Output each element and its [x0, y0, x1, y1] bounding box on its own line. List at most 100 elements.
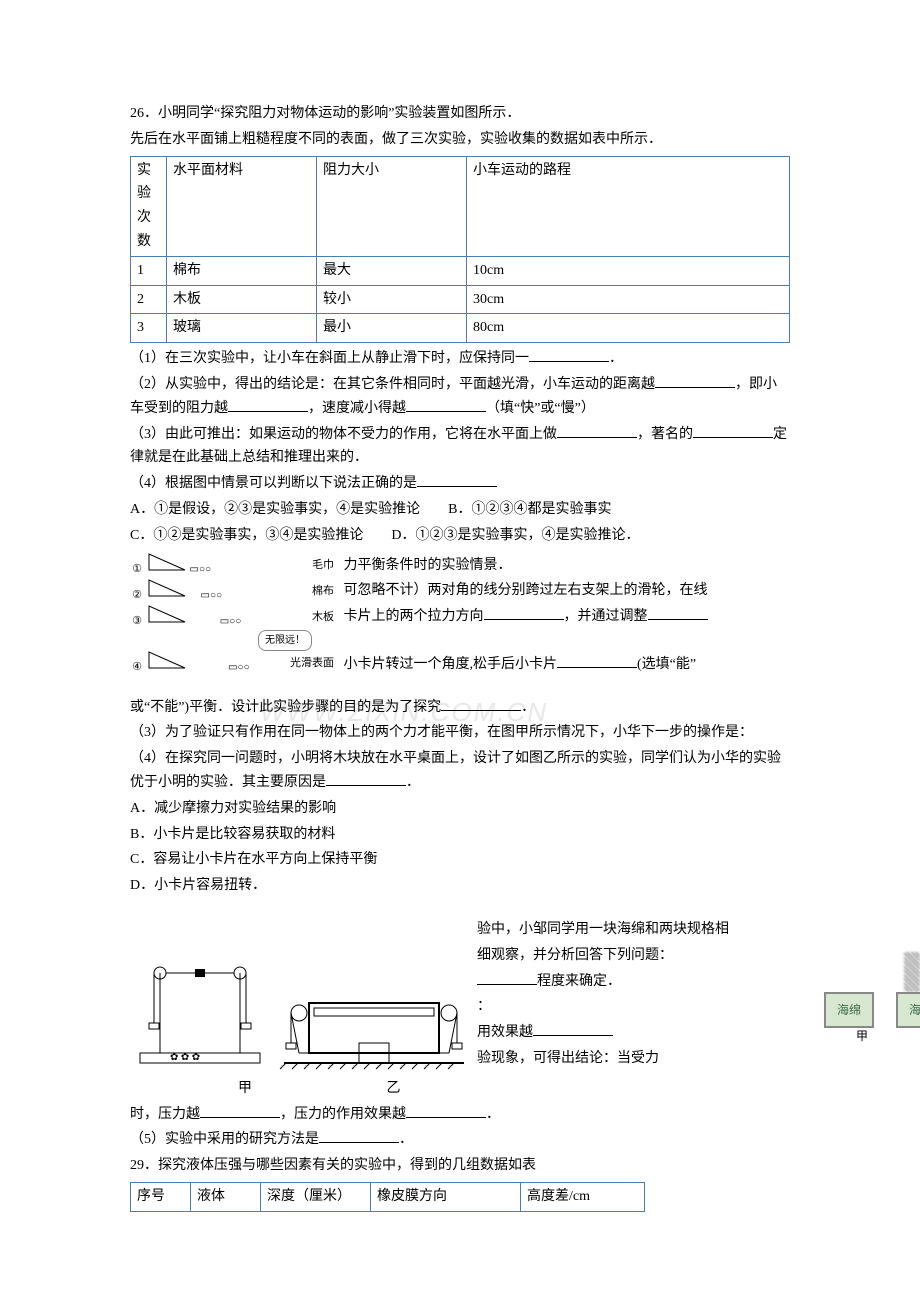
q26-intro1: 小明同学“探究阻力对物体运动的影响”实验装置如图所示． — [158, 106, 520, 121]
side-text-28: 验中，小邹同学用一块海绵和两块规格相 细观察，并分析回答下列问题： 程度来确定．… — [477, 916, 737, 1073]
blank — [417, 473, 497, 487]
apparatus-block: ✿ ✿ ✿ 验中，小邹同学用一块海绵和两块规格相 细观察，并分析回答下列问题： — [130, 916, 790, 1073]
blank — [326, 772, 406, 786]
apparatus-yi — [274, 953, 474, 1073]
q26-opts2: C．①②是实验事实，③④是实验推论 D．①②③是实验事实，④是实验推论． — [130, 524, 790, 548]
th: 序号 — [131, 1182, 191, 1211]
table-header-row: 实验次数 水平面材料 阻力大小 小车运动的路程 — [131, 156, 790, 256]
cell: 玻璃 — [167, 314, 317, 343]
q26-p6: （3）为了验证只有作用在同一物体上的两个力才能平衡，在图甲所示情况下，小华下一步… — [130, 721, 790, 745]
text: （3）由此可推出：如果运动的物体不受力的作用，它将在水平面上做 — [130, 427, 557, 442]
bubble-text: 无限远！ — [258, 630, 312, 651]
cap-yi: 乙 — [304, 1077, 484, 1101]
table-header-row: 序号 液体 深度（厘米） 橡皮膜方向 高度差/cm — [131, 1182, 645, 1211]
ramp-icon — [147, 604, 187, 624]
text: （4）根据图中情景可以判断以下说法正确的是 — [130, 476, 417, 491]
ramp-num-4: ④ — [130, 658, 144, 677]
side2: 可忽略不计）两对角的线分别跨过左右支架上的滑轮，在线 — [344, 579, 784, 603]
q26-num: 26． — [130, 106, 158, 121]
cell: 80cm — [467, 314, 790, 343]
th-0: 实验次数 — [131, 156, 167, 256]
text: ，并通过调整 — [564, 609, 648, 624]
opt-c: C．①②是实验事实，③④是实验推论 — [130, 528, 363, 543]
cell: 2 — [131, 285, 167, 314]
q29-table: 序号 液体 深度（厘米） 橡皮膜方向 高度差/cm — [130, 1182, 645, 1212]
ramp-label-1: 毛巾 — [312, 556, 334, 575]
cart-icon: ▭○○ — [190, 561, 212, 578]
text: ． — [609, 351, 623, 366]
cart-icon: ▭○○ — [228, 659, 250, 676]
opt-d2: D．小卡片容易扭转． — [130, 874, 790, 898]
table-row: 2 木板 较小 30cm — [131, 285, 790, 314]
blank — [319, 1129, 399, 1143]
blank — [406, 398, 486, 412]
text: 验现象，可得出结论：当受力 — [477, 1051, 659, 1066]
spacer — [344, 631, 784, 651]
text: ，速度减小得越 — [308, 401, 406, 416]
svg-text:✿ ✿ ✿: ✿ ✿ ✿ — [170, 1052, 200, 1063]
blank — [648, 606, 708, 620]
cell: 木板 — [167, 285, 317, 314]
th: 深度（厘米） — [261, 1182, 371, 1211]
cell: 最小 — [317, 314, 467, 343]
cell: 1 — [131, 256, 167, 285]
cell: 3 — [131, 314, 167, 343]
s1: 验中，小邹同学用一块海绵和两块规格相 — [477, 918, 737, 942]
th-1: 水平面材料 — [167, 156, 317, 256]
text: （4）在探究同一问题时，小明将木块放在水平桌面上，设计了如图乙所示的实验，同学们… — [130, 751, 781, 790]
text: （5）实验中采用的研究方法是 — [130, 1132, 319, 1147]
apparatus-jia: ✿ ✿ ✿ — [130, 953, 270, 1073]
cart-icon: ▭○○ — [201, 587, 223, 604]
ramp-icon — [147, 578, 187, 598]
blank — [655, 374, 735, 388]
ramp-figure-block: ① ▭○○ 毛巾 ② ▭○○ 棉布 ③ ▭○○ 木板 无限远！ ④ ▭○○ — [130, 552, 790, 692]
text: 可忽略不计）两对角的线分别跨过左右支架上的滑轮，在线 — [344, 583, 708, 598]
side3: 小卡片转过一个角度,松手后小卡片 (选填“能” — [344, 653, 784, 677]
s4: ： — [477, 995, 737, 1019]
q26-intro: 26．小明同学“探究阻力对物体运动的影响”实验装置如图所示． — [130, 102, 790, 126]
text: (选填“能” — [637, 657, 696, 672]
text: 用效果越 — [477, 1025, 533, 1040]
blur-edge-1 — [904, 952, 920, 992]
side2b: 卡片上的两个拉力方向 ，并通过调整 — [344, 605, 784, 629]
table-row: 1 棉布 最大 10cm — [131, 256, 790, 285]
q29-text: 探究液体压强与哪些因素有关的实验中，得到的几组数据如表 — [158, 1158, 536, 1173]
cell: 棉布 — [167, 256, 317, 285]
q29-intro: 29．探究液体压强与哪些因素有关的实验中，得到的几组数据如表 — [130, 1154, 790, 1178]
cell: 10cm — [467, 256, 790, 285]
blank — [533, 1022, 613, 1036]
text: ，著名的 — [637, 427, 693, 442]
side1: 力平衡条件时的实验情景． — [344, 554, 784, 578]
text: ． — [521, 700, 535, 715]
blank — [557, 654, 637, 668]
text: ． — [399, 1132, 413, 1147]
text: （2）从实验中，得出的结论是：在其它条件相同时，平面越光滑，小车运动的距离越 — [130, 377, 655, 392]
opt-d: D．①②③是实验事实，④是实验推论． — [391, 528, 639, 543]
q26-p5: 或“不能”)平衡．设计此实验步骤的目的是为了探究． — [130, 696, 790, 720]
ramp-label-2: 棉布 — [312, 582, 334, 601]
sponge-box-1: 海绵 — [824, 992, 874, 1028]
q26-p7: （4）在探究同一问题时，小明将木块放在水平桌面上，设计了如图乙所示的实验，同学们… — [130, 747, 790, 795]
blank — [484, 606, 564, 620]
q26-opts1: A．①是假设，②③是实验事实，④是实验推论 B．①②③④都是实验事实 — [130, 498, 790, 522]
ramp-icon — [147, 650, 187, 670]
blank — [693, 424, 773, 438]
ramp-num-1: ① — [130, 560, 144, 579]
text: （1）在三次实验中，让小车在斜面上从静止滑下时，应保持同一 — [130, 351, 529, 366]
q26-table: 实验次数 水平面材料 阻力大小 小车运动的路程 1 棉布 最大 10cm 2 木… — [130, 156, 790, 344]
cap-jia: 甲 — [190, 1077, 300, 1101]
ramp-num-3: ③ — [130, 612, 144, 631]
opt-c2: C．容易让小卡片在水平方向上保持平衡 — [130, 848, 790, 872]
opt-b: B．①②③④都是实验事实 — [448, 502, 611, 517]
q26-p3: （3）由此可推出：如果运动的物体不受力的作用，它将在水平面上做，著名的定律就是在… — [130, 423, 790, 471]
overlap-text: 力平衡条件时的实验情景． 可忽略不计）两对角的线分别跨过左右支架上的滑轮，在线 … — [344, 552, 784, 679]
ramp-label-3: 木板 — [312, 608, 334, 627]
blank — [557, 424, 637, 438]
table-row: 3 玻璃 最小 80cm — [131, 314, 790, 343]
text: 小卡片转过一个角度,松手后小卡片 — [344, 657, 558, 672]
ramp-diagram: ① ▭○○ 毛巾 ② ▭○○ 棉布 ③ ▭○○ 木板 无限远！ ④ ▭○○ — [130, 552, 340, 692]
th-3: 小车运动的路程 — [467, 156, 790, 256]
blank — [529, 348, 609, 362]
s2: 细观察，并分析回答下列问题： — [477, 944, 737, 968]
text: 卡片上的两个拉力方向 — [344, 609, 484, 624]
